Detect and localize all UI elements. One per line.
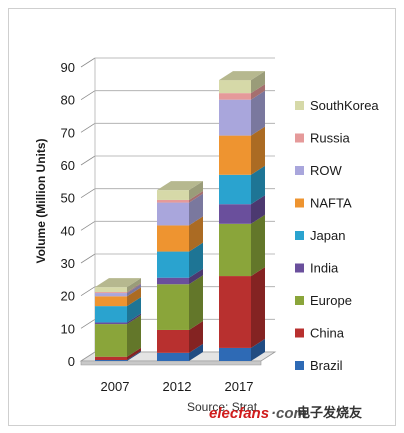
gridline-side: [80, 122, 96, 133]
svg-text:elecfans·com: elecfans ·com: [209, 405, 307, 422]
bar-top: [95, 278, 141, 288]
bar-segment: [219, 338, 265, 361]
gridline-side: [80, 286, 96, 297]
legend: SouthKorea Russia ROW NAFTA Japan India Europe…: [295, 98, 379, 373]
legend-swatch: [295, 328, 304, 338]
y-tick-label: 50: [61, 191, 75, 206]
bar-segment: [95, 315, 141, 357]
legend-swatch: [295, 133, 304, 143]
y-tick-label: 20: [61, 289, 75, 304]
legend-item: NAFTA: [295, 196, 352, 211]
legend-label: China: [310, 326, 345, 341]
legend-label: NAFTA: [310, 196, 352, 211]
legend-swatch: [295, 231, 304, 240]
bar-segment: [95, 278, 141, 293]
bars: [95, 71, 265, 361]
y-tick-label: 70: [61, 125, 75, 140]
legend-label: Brazil: [310, 358, 343, 373]
bar-segment: [95, 283, 141, 294]
legend-item: Russia: [295, 131, 351, 146]
y-tick-label: 40: [61, 223, 75, 238]
legend-item: ROW: [295, 163, 343, 178]
legend-label: Japan: [310, 228, 345, 243]
bar-segment: [95, 287, 141, 307]
bar-top: [219, 71, 265, 81]
watermark-cn: 电子发烧友: [297, 405, 362, 420]
bar-segment: [157, 181, 203, 200]
bar-segment: [157, 216, 203, 252]
bar-segment: [219, 84, 265, 100]
y-axis-label: Volume (Million Units): [34, 138, 48, 263]
legend-label: Europe: [310, 293, 352, 308]
legend-item: Brazil: [295, 358, 343, 373]
gridline-side: [80, 220, 96, 231]
y-tick-label: 0: [68, 354, 75, 369]
gridline-side: [80, 188, 96, 199]
x-tick-label: 2007: [101, 379, 130, 394]
bar-segment: [219, 71, 265, 94]
x-axis-ticks: 2007 2012 2017: [101, 379, 254, 394]
floor-edge: [80, 360, 262, 366]
x-tick-label: 2012: [163, 379, 192, 394]
legend-item: SouthKorea: [295, 98, 379, 113]
legend-label: SouthKorea: [310, 98, 379, 113]
chart-frame: 0 10 20 30 40 50 60 70 80 90 2007 2012 2017 Volume …: [8, 8, 396, 426]
gridline-side: [80, 253, 96, 264]
bar-segment: [157, 343, 203, 361]
bar-segment: [157, 320, 203, 353]
bar-top: [157, 181, 203, 191]
legend-label: Russia: [310, 131, 351, 146]
bar-segment: [219, 267, 265, 348]
bar-segment: [157, 193, 203, 226]
legend-swatch: [295, 101, 304, 110]
legend-swatch: [295, 296, 304, 305]
bar-segment: [219, 214, 265, 277]
bar-segment: [157, 268, 203, 285]
legend-swatch: [295, 263, 304, 273]
legend-item: Europe: [295, 293, 352, 308]
gridline-side: [80, 90, 96, 101]
bar-segment: [157, 190, 203, 203]
legend-item: China: [295, 326, 345, 341]
y-tick-label: 80: [61, 93, 75, 108]
legend-label: India: [310, 261, 339, 276]
y-tick-label: 60: [61, 158, 75, 173]
gridline-side: [80, 318, 96, 329]
legend-item: India: [295, 261, 339, 276]
legend-label: ROW: [310, 163, 343, 178]
gridline-side: [80, 57, 96, 68]
source-text: Source: Strat: [187, 400, 258, 414]
bar-segment: [219, 126, 265, 175]
y-tick-label: 10: [61, 321, 75, 336]
bar-segment: [157, 275, 203, 330]
bar-segment: [95, 351, 141, 361]
bar-segment: [157, 242, 203, 278]
legend-swatch: [295, 166, 304, 175]
bar-segment: [95, 313, 141, 325]
watermark-suffix: ·com: [271, 405, 307, 422]
bar-segment: [95, 347, 141, 361]
legend-swatch: [295, 361, 304, 370]
bar-segment: [219, 165, 265, 205]
legend-swatch: [295, 198, 304, 208]
watermark-brand: elecfans: [209, 405, 269, 422]
y-tick-label: 30: [61, 256, 75, 271]
y-axis-ticks: 0 10 20 30 40 50 60 70 80 90: [61, 60, 75, 369]
bar-segment: [219, 90, 265, 136]
gridline-side: [80, 155, 96, 166]
bar-segment: [219, 195, 265, 224]
legend-item: Japan: [295, 228, 345, 243]
stacked-bar-chart: 0 10 20 30 40 50 60 70 80 90 2007 2012 2017 Volume …: [34, 57, 379, 422]
x-tick-label: 2017: [225, 379, 254, 394]
y-tick-label: 90: [61, 60, 75, 75]
watermark: elecfans ·com 电子发烧友: [209, 405, 362, 422]
bar-segment: [95, 297, 141, 323]
bar-segment: [95, 284, 141, 297]
